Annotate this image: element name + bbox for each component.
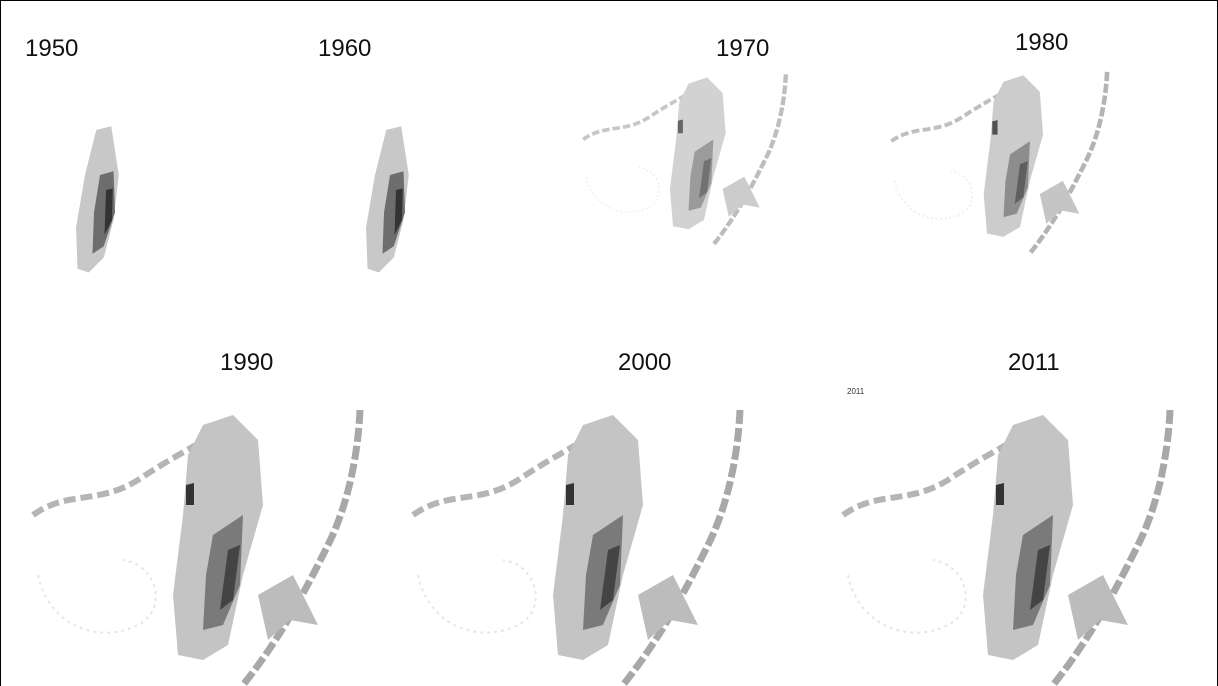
page: 1950 1960 1970 1980 1990 2000 2011 2011 … (0, 0, 1218, 686)
map-1970 (583, 74, 786, 245)
year-label: 2011 (1008, 349, 1060, 376)
year-label: 1980 (1015, 29, 1068, 56)
map-2011 (843, 410, 1170, 685)
small-label: 2011 (847, 387, 865, 396)
map-1960 (366, 126, 409, 272)
map-2000 (413, 410, 740, 685)
year-label: 1970 (716, 35, 769, 62)
year-label: 1990 (220, 349, 273, 376)
year-label: 1960 (318, 35, 371, 62)
map-1950 (76, 126, 119, 272)
map-1980 (891, 72, 1107, 254)
year-label: 1950 (25, 35, 78, 62)
figure: 1950 1960 1970 1980 1990 2000 2011 2011 (0, 0, 1218, 686)
year-label: 2000 (618, 349, 671, 376)
map-1990 (33, 410, 360, 685)
